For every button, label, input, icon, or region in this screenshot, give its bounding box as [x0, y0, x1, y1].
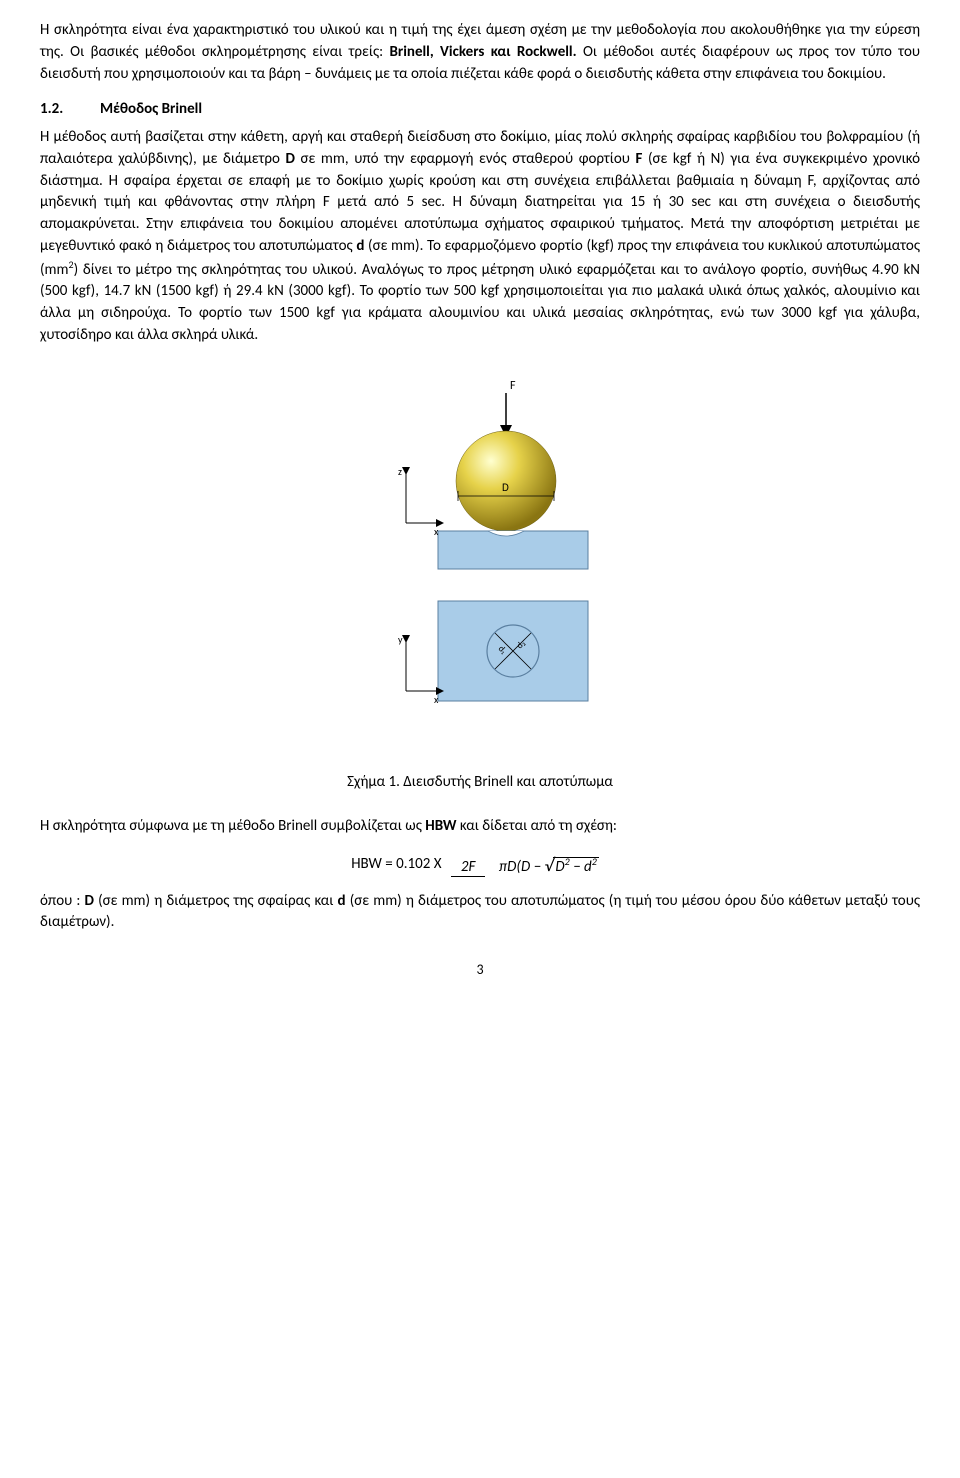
p4-a: όπου : — [40, 892, 85, 910]
intro-bold-methods: Brinell, Vickers και Rockwell. — [389, 43, 576, 61]
formula-fraction: 2F πD(D − √D2 − d2 — [451, 852, 609, 879]
page-number: 3 — [40, 960, 920, 980]
where-d: d — [338, 892, 346, 910]
p2-e: ) δίνει το μέτρο της σκληρότητας του υλι… — [40, 261, 920, 344]
figure-1: F D z x d₁ d₂ — [40, 371, 920, 759]
method-paragraph: Η μέθοδος αυτή βασίζεται στην κάθετη, αρ… — [40, 127, 920, 347]
where-D: D — [85, 892, 94, 910]
intro-paragraph: Η σκληρότητα είναι ένα χαρακτηριστικό το… — [40, 20, 920, 85]
where-paragraph: όπου : D (σε mm) η διάμετρος της σφαίρας… — [40, 891, 920, 935]
symbol-D: D — [285, 150, 294, 168]
p3-a: Η σκληρότητα σύμφωνα με τη μέθοδο Brinel… — [40, 817, 425, 835]
label-y: y — [398, 633, 403, 646]
label-D: D — [502, 481, 509, 494]
p2-b: σε mm, υπό την εφαρμογή ενός σταθερού φο… — [295, 150, 636, 168]
hbw-formula: HBW = 0.102 X 2F πD(D − √D2 − d2 — [40, 852, 920, 879]
section-heading: 1.2.Μέθοδος Brinell — [40, 99, 920, 121]
label-x-top: x — [434, 525, 439, 538]
p4-b: (σε mm) η διάμετρος της σφαίρας και — [94, 892, 338, 910]
brinell-diagram: F D z x d₁ d₂ — [330, 371, 630, 751]
label-F: F — [510, 379, 516, 393]
heading-title: Μέθοδος Brinell — [100, 100, 202, 118]
specimen-block-top — [438, 531, 588, 569]
formula-lhs: HBW = 0.102 X — [351, 854, 441, 876]
p3-b: και δίδεται από τη σχέση: — [457, 817, 617, 835]
heading-number: 1.2. — [40, 99, 100, 121]
label-z: z — [398, 465, 402, 478]
figure-caption: Σχήμα 1. Διεισδυτής Brinell και αποτύπωμ… — [40, 772, 920, 794]
symbol-HBW: HBW — [425, 817, 456, 835]
hbw-intro-paragraph: Η σκληρότητα σύμφωνα με τη μέθοδο Brinel… — [40, 816, 920, 838]
label-x-bottom: x — [434, 693, 439, 706]
